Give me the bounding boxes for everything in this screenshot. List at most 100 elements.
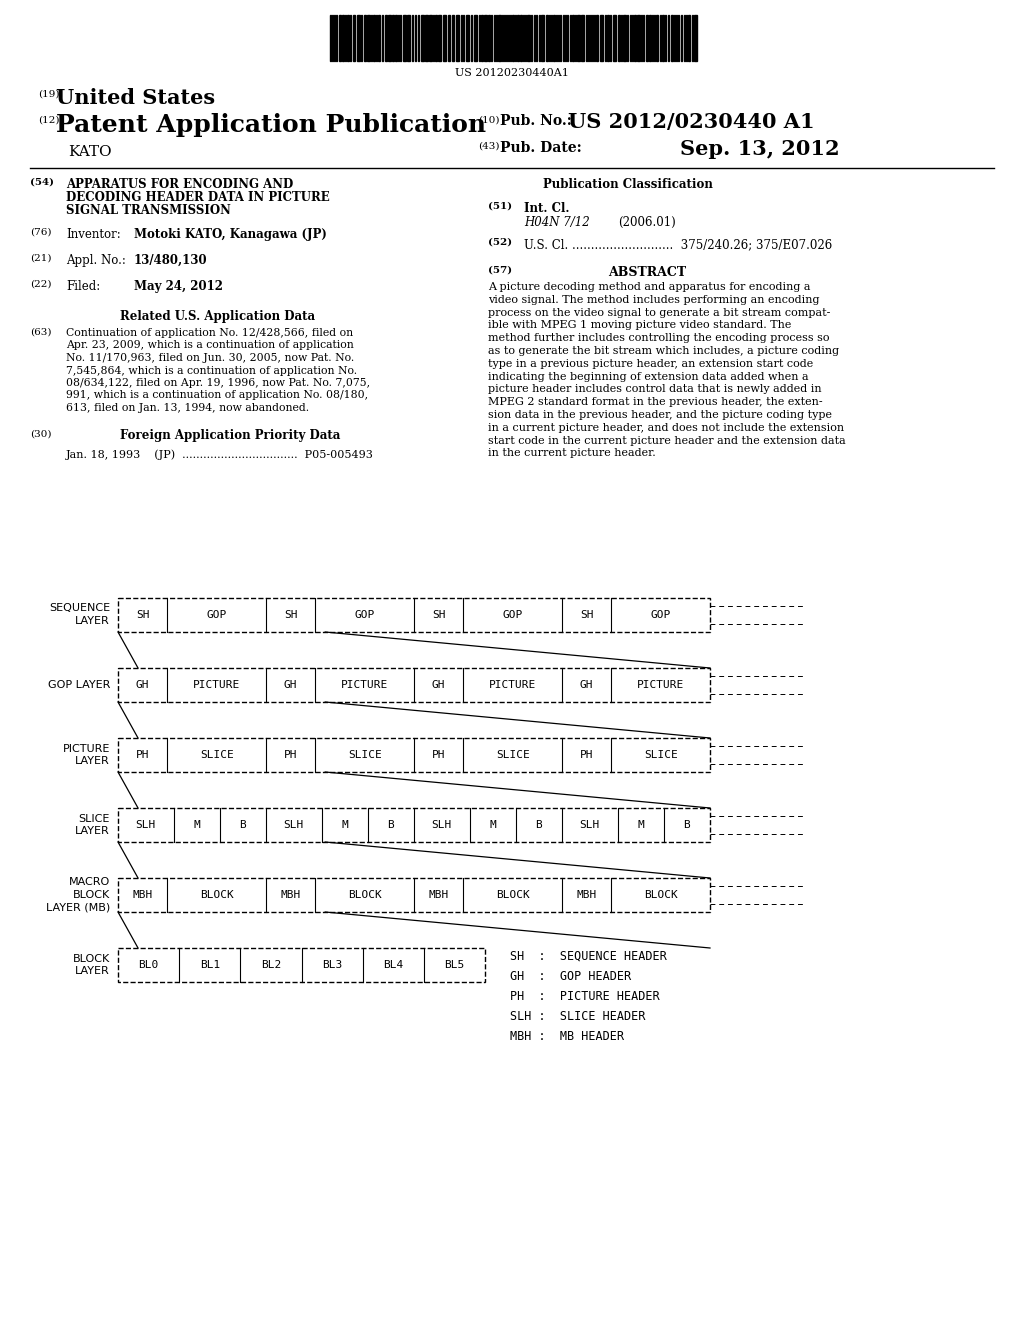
Text: Int. Cl.: Int. Cl.	[524, 202, 569, 215]
Text: B: B	[536, 820, 543, 830]
Text: BLOCK: BLOCK	[644, 890, 678, 900]
Text: (43): (43)	[478, 143, 500, 150]
Bar	[452, 15, 454, 61]
Text: BLOCK: BLOCK	[73, 953, 110, 964]
Bar	[449, 15, 450, 61]
Text: 7,545,864, which is a continuation of application No.: 7,545,864, which is a continuation of ap…	[66, 366, 357, 375]
Text: ible with MPEG 1 moving picture video standard. The: ible with MPEG 1 moving picture video st…	[488, 321, 792, 330]
Bar	[118, 668, 710, 702]
Bar	[378, 15, 380, 61]
Bar	[385, 15, 387, 61]
Text: (2006.01): (2006.01)	[618, 216, 676, 228]
Bar	[118, 948, 485, 982]
Text: SH: SH	[136, 610, 150, 620]
Text: M: M	[341, 820, 348, 830]
Text: GH: GH	[136, 680, 150, 690]
Bar	[662, 15, 664, 61]
Text: PH: PH	[580, 750, 594, 760]
Text: MBH: MBH	[577, 890, 597, 900]
Text: 08/634,122, filed on Apr. 19, 1996, now Pat. No. 7,075,: 08/634,122, filed on Apr. 19, 1996, now …	[66, 378, 370, 388]
Bar	[607, 15, 609, 61]
Text: APPARATUS FOR ENCODING AND: APPARATUS FOR ENCODING AND	[66, 178, 293, 191]
Text: B: B	[683, 820, 690, 830]
Text: M: M	[637, 820, 644, 830]
Bar	[581, 15, 584, 61]
Bar	[118, 738, 710, 772]
Bar	[546, 15, 548, 61]
Bar	[481, 15, 483, 61]
Bar	[342, 15, 344, 61]
Text: BLOCK: BLOCK	[496, 890, 529, 900]
Text: Motoki KATO, Kanagawa (JP): Motoki KATO, Kanagawa (JP)	[134, 228, 327, 242]
Bar	[596, 15, 598, 61]
Text: MBH: MBH	[132, 890, 153, 900]
Text: BL0: BL0	[138, 960, 159, 970]
Text: SLH: SLH	[284, 820, 304, 830]
Text: 991, which is a continuation of application No. 08/180,: 991, which is a continuation of applicat…	[66, 391, 368, 400]
Text: SLICE: SLICE	[79, 813, 110, 824]
Text: (57): (57)	[488, 267, 512, 275]
Text: US 2012/0230440 A1: US 2012/0230440 A1	[568, 112, 815, 132]
Text: SLICE: SLICE	[644, 750, 678, 760]
Text: (21): (21)	[30, 253, 51, 263]
Text: LAYER: LAYER	[75, 966, 110, 977]
Text: SH  :  SEQUENCE HEADER: SH : SEQUENCE HEADER	[510, 950, 667, 964]
Bar	[421, 15, 424, 61]
Text: LAYER: LAYER	[75, 826, 110, 837]
Text: SLICE: SLICE	[348, 750, 382, 760]
Bar	[527, 15, 530, 61]
Text: SH: SH	[432, 610, 445, 620]
Bar	[646, 15, 648, 61]
Text: A picture decoding method and apparatus for encoding a: A picture decoding method and apparatus …	[488, 282, 811, 292]
Text: method further includes controlling the encoding process so: method further includes controlling the …	[488, 333, 829, 343]
Text: 13/480,130: 13/480,130	[134, 253, 208, 267]
Text: KATO: KATO	[68, 145, 112, 158]
Text: indicating the beginning of extension data added when a: indicating the beginning of extension da…	[488, 372, 809, 381]
Text: Appl. No.:: Appl. No.:	[66, 253, 126, 267]
Text: Continuation of application No. 12/428,566, filed on: Continuation of application No. 12/428,5…	[66, 327, 353, 338]
Text: PH: PH	[136, 750, 150, 760]
Bar	[688, 15, 690, 61]
Bar	[353, 15, 355, 61]
Text: (51): (51)	[488, 202, 512, 211]
Bar	[577, 15, 580, 61]
Text: M: M	[489, 820, 496, 830]
Text: Jan. 18, 1993    (JP)  .................................  P05-005493: Jan. 18, 1993 (JP) .....................…	[66, 450, 374, 461]
Bar	[435, 15, 437, 61]
Bar	[118, 878, 710, 912]
Text: SIGNAL TRANSMISSION: SIGNAL TRANSMISSION	[66, 205, 230, 216]
Text: GH  :  GOP HEADER: GH : GOP HEADER	[510, 970, 631, 983]
Text: type in a previous picture header, an extension start code: type in a previous picture header, an ex…	[488, 359, 813, 368]
Bar	[498, 15, 501, 61]
Text: H04N 7/12: H04N 7/12	[524, 216, 590, 228]
Text: GOP: GOP	[650, 610, 671, 620]
Text: U.S. Cl. ...........................  375/240.26; 375/E07.026: U.S. Cl. ........................... 375…	[524, 238, 833, 251]
Text: (54): (54)	[30, 178, 54, 187]
Bar	[512, 15, 514, 61]
Bar	[357, 15, 360, 61]
Bar	[425, 15, 428, 61]
Text: SLICE: SLICE	[496, 750, 529, 760]
Text: DECODING HEADER DATA IN PICTURE: DECODING HEADER DATA IN PICTURE	[66, 191, 330, 205]
Text: SLH :  SLICE HEADER: SLH : SLICE HEADER	[510, 1010, 645, 1023]
Text: GOP: GOP	[207, 610, 226, 620]
Text: GH: GH	[284, 680, 297, 690]
Bar	[456, 15, 459, 61]
Bar	[553, 15, 555, 61]
Text: PH: PH	[284, 750, 297, 760]
Text: ABSTRACT: ABSTRACT	[608, 267, 686, 279]
Text: (12): (12)	[38, 116, 59, 125]
Text: GH: GH	[580, 680, 594, 690]
Text: Foreign Application Priority Data: Foreign Application Priority Data	[120, 429, 340, 442]
Bar	[618, 15, 620, 61]
Text: GOP LAYER: GOP LAYER	[48, 680, 110, 690]
Text: May 24, 2012: May 24, 2012	[134, 280, 223, 293]
Text: US 20120230440A1: US 20120230440A1	[455, 69, 569, 78]
Text: PH: PH	[432, 750, 445, 760]
Text: SH: SH	[284, 610, 297, 620]
Text: Publication Classification: Publication Classification	[543, 178, 713, 191]
Text: BLOCK: BLOCK	[348, 890, 382, 900]
Text: picture header includes control data that is newly added in: picture header includes control data tha…	[488, 384, 821, 395]
Text: (76): (76)	[30, 228, 51, 238]
Text: Sep. 13, 2012: Sep. 13, 2012	[680, 139, 840, 158]
